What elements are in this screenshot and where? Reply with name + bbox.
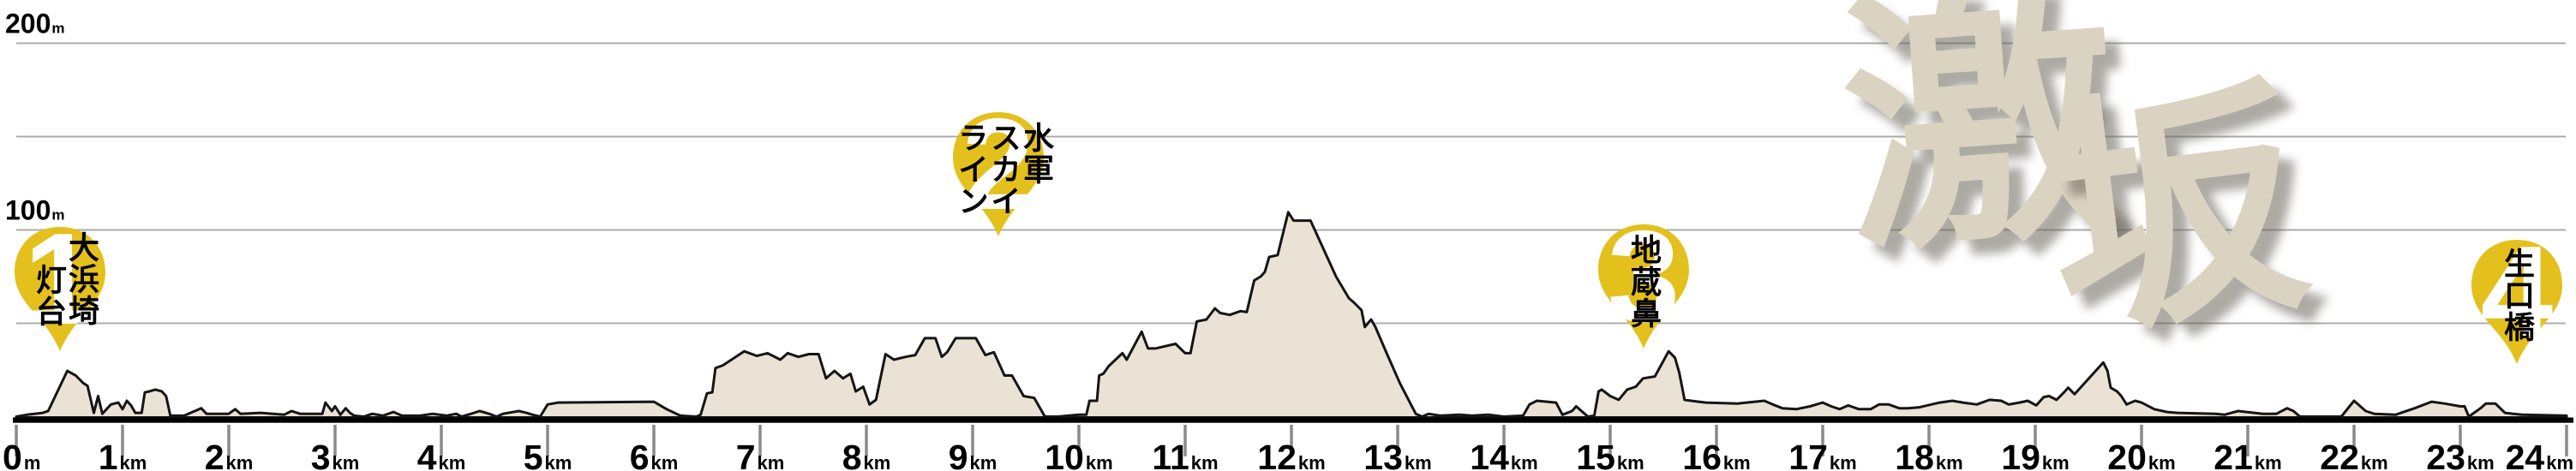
x-axis-label-24km: 24km [2506,438,2573,471]
x-axis-label-5km: 5km [524,438,572,471]
x-axis-label-18km: 18km [1895,438,1962,471]
y-axis-label-200m: 200m [5,9,65,39]
x-axis [13,417,2573,423]
pin-text-column: 生口橋 [2500,247,2535,343]
x-axis-label-22km: 22km [2320,438,2387,471]
pin-shape: 1 [15,227,105,351]
x-axis-label-17km: 17km [1788,438,1856,471]
x-axis-line [13,417,2573,423]
x-axis-label-14km: 14km [1470,438,1537,471]
pin-shape: 4 [2471,240,2562,364]
x-axis-label-12km: 12km [1257,438,1325,471]
pin-text-column: スカイ [986,122,1021,217]
elevation-area [15,211,2568,419]
x-axis-label-23km: 23km [2426,438,2494,471]
elevation-profile-polygon [15,211,2568,419]
x-axis-label-20km: 20km [2107,438,2175,471]
x-axis-label-16km: 16km [1682,438,1750,471]
x-axis-label-11km: 11km [1152,438,1218,471]
x-axis-label-15km: 15km [1576,438,1644,471]
pin-text-column: 大浜埼 [64,231,99,326]
x-axis-ticks [15,425,2568,456]
pin-text-column: ライン [954,122,989,217]
marker-pin-ikuchi-bridge: 4 生口橋 [2467,236,2567,366]
pin-label: 水軍 スカイ ライン [954,122,1054,217]
x-axis-label-6km: 6km [630,438,679,471]
marker-pin-jizobana: 3 地蔵鼻 [1594,220,1693,350]
pin-label: 生口橋 [2500,247,2535,343]
x-axis-label-1km: 1km [99,438,147,471]
y-axis-labels: 200m 100m [5,9,65,226]
x-axis-label-2km: 2km [205,438,254,471]
x-axis-label-21km: 21km [2214,438,2281,471]
marker-pin-suigun-skyline: 2 水軍 スカイ ライン [949,108,1054,238]
x-axis-label-7km: 7km [736,438,785,471]
pin-text-column: 灯台 [32,264,67,327]
pin-label: 大浜埼 灯台 [32,231,99,327]
pin-shape: 2 [953,112,1044,236]
x-axis-label-4km: 4km [417,438,466,471]
x-axis-label-13km: 13km [1363,438,1431,471]
pin-shape: 3 [1598,224,1689,349]
marker-pin-ohamasaki-lighthouse: 1 大浜埼 灯台 [10,223,110,353]
x-axis-label-19km: 19km [2001,438,2069,471]
x-axis-label-10km: 10km [1045,438,1112,471]
x-axis-labels: 0m 1km 2km 3km 4km 5km 6km 7km 8km 9km 10km 11km 12k… [3,438,2573,471]
pin-label: 地蔵鼻 [1626,234,1662,329]
x-axis-label-8km: 8km [842,438,891,471]
x-axis-label-0m: 0m [3,438,40,471]
y-axis-label-100m: 100m [5,195,65,226]
pin-text-column: 水軍 [1019,122,1054,185]
x-axis-label-3km: 3km [311,438,360,471]
x-axis-label-9km: 9km [949,438,997,471]
pin-text-column: 地蔵鼻 [1626,234,1662,329]
